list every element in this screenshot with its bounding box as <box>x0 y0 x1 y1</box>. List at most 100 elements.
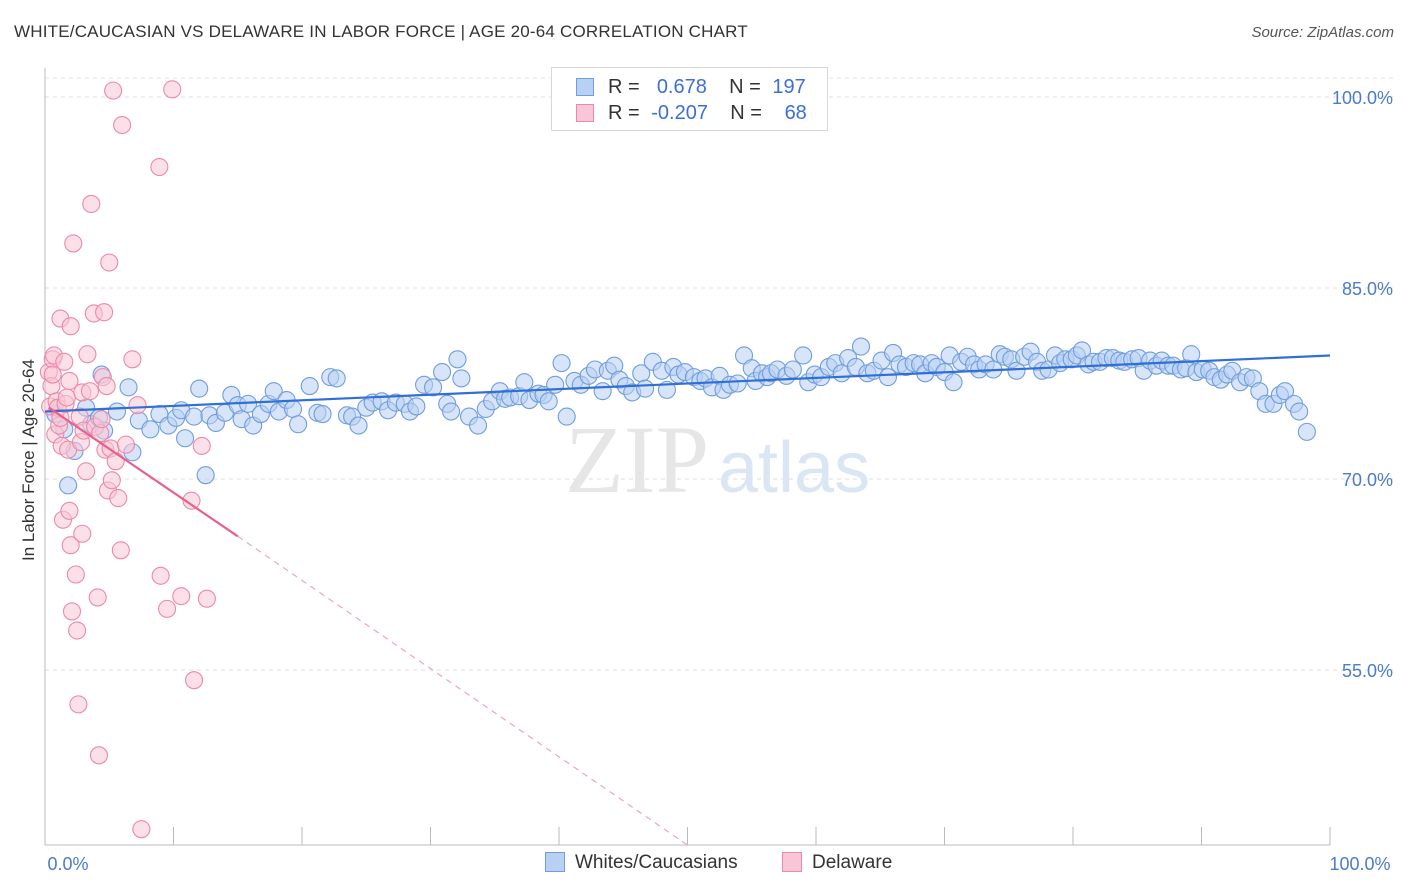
point-delaware <box>43 365 62 384</box>
point-delaware <box>88 588 107 607</box>
point-delaware <box>102 471 121 490</box>
legend-r-label-delaware: R = <box>608 102 640 124</box>
point-delaware <box>82 194 101 214</box>
point-whites <box>407 397 426 416</box>
point-delaware <box>128 396 147 415</box>
point-whites <box>176 429 195 448</box>
trendline-whites <box>44 354 1331 413</box>
watermark-atlas: atlas <box>718 428 870 508</box>
y-axis-title: In Labor Force | Age 20-64 <box>19 359 38 561</box>
trend-layer <box>44 354 1331 846</box>
legend-row-delaware: R = -0.207 N = 68 <box>576 102 807 126</box>
point-whites <box>546 375 565 394</box>
y-tick-label: 55.0% <box>1342 661 1393 681</box>
legend-r-label-whites: R = <box>608 76 640 98</box>
point-whites <box>539 392 558 411</box>
point-delaware <box>158 599 177 618</box>
chart-title: WHITE/CAUCASIAN VS DELAWARE IN LABOR FOR… <box>14 22 748 41</box>
point-delaware <box>116 435 136 454</box>
source-credit: Source: ZipAtlas.com <box>1251 24 1394 41</box>
point-delaware <box>69 695 88 714</box>
point-whites <box>289 415 308 434</box>
bottom-swatch-whites <box>545 852 565 872</box>
point-whites <box>327 369 346 388</box>
point-whites <box>794 346 813 365</box>
correlation-legend: R = 0.678 N = 197 R = -0.207 N = 68 <box>551 67 828 131</box>
x-tick-label-min: 0.0% <box>47 854 88 874</box>
point-whites <box>557 407 576 426</box>
bottom-legend-label-whites: Whites/Caucasians <box>575 852 738 873</box>
point-whites <box>452 369 471 388</box>
y-tick-label: 100.0% <box>1332 88 1393 108</box>
point-whites <box>468 416 488 435</box>
point-delaware <box>60 501 79 520</box>
point-whites <box>593 382 612 401</box>
point-whites <box>1290 402 1309 421</box>
point-delaware <box>104 81 123 100</box>
point-delaware <box>68 621 87 640</box>
point-delaware <box>185 671 204 690</box>
point-delaware <box>151 566 170 585</box>
point-whites <box>185 407 204 426</box>
point-whites <box>442 402 461 421</box>
x-tick-label-max: 100.0% <box>1329 854 1390 874</box>
point-whites <box>141 420 160 439</box>
point-whites <box>283 399 303 419</box>
point-whites <box>196 466 215 485</box>
legend-n-value-delaware: 68 <box>784 102 807 124</box>
point-delaware <box>163 80 182 99</box>
point-delaware <box>197 589 216 608</box>
point-whites <box>878 368 898 387</box>
legend-r-value-whites: 0.678 <box>656 76 707 98</box>
point-whites <box>944 373 963 392</box>
y-tick-label: 70.0% <box>1342 470 1393 490</box>
point-delaware <box>97 376 116 396</box>
bottom-swatch-delaware <box>782 852 802 872</box>
point-delaware <box>132 820 151 839</box>
point-whites <box>783 360 802 379</box>
point-delaware <box>182 491 201 510</box>
point-whites <box>59 476 78 495</box>
trendline-delaware-extension <box>237 535 688 846</box>
point-delaware <box>61 317 80 336</box>
point-whites <box>119 378 138 397</box>
point-delaware <box>60 371 79 391</box>
point-delaware <box>113 115 132 135</box>
point-delaware <box>192 436 211 455</box>
point-delaware <box>55 352 74 371</box>
point-whites <box>1007 361 1026 380</box>
point-delaware <box>64 234 83 253</box>
bottom-legend-whites: Whites/Caucasians <box>545 852 738 874</box>
point-delaware <box>92 410 111 429</box>
point-whites <box>515 373 534 392</box>
point-whites <box>552 354 571 373</box>
point-delaware <box>111 541 130 560</box>
point-delaware <box>95 303 114 322</box>
bottom-legend-delaware: Delaware <box>782 852 892 874</box>
point-whites <box>1275 382 1295 401</box>
point-whites <box>728 374 747 393</box>
point-whites <box>264 382 283 401</box>
point-whites <box>349 416 368 435</box>
legend-n-label-delaware: N = <box>730 102 762 124</box>
point-delaware <box>57 388 76 407</box>
point-delaware <box>89 746 109 765</box>
point-whites <box>300 376 319 396</box>
legend-swatch-whites <box>576 78 594 96</box>
point-whites <box>1297 422 1316 441</box>
legend-swatch-delaware <box>576 104 594 122</box>
point-delaware <box>62 602 82 621</box>
trendline-delaware <box>48 406 239 538</box>
point-whites <box>1182 345 1201 364</box>
point-delaware <box>123 350 142 369</box>
y-tick-label: 85.0% <box>1342 279 1393 299</box>
point-whites <box>190 379 209 398</box>
point-delaware <box>172 587 191 606</box>
legend-row-whites: R = 0.678 N = 197 <box>576 76 806 100</box>
point-delaware <box>80 382 100 401</box>
point-delaware <box>150 157 169 177</box>
legend-n-value-whites: 197 <box>772 76 806 98</box>
point-whites <box>448 350 467 369</box>
point-whites <box>433 362 452 382</box>
